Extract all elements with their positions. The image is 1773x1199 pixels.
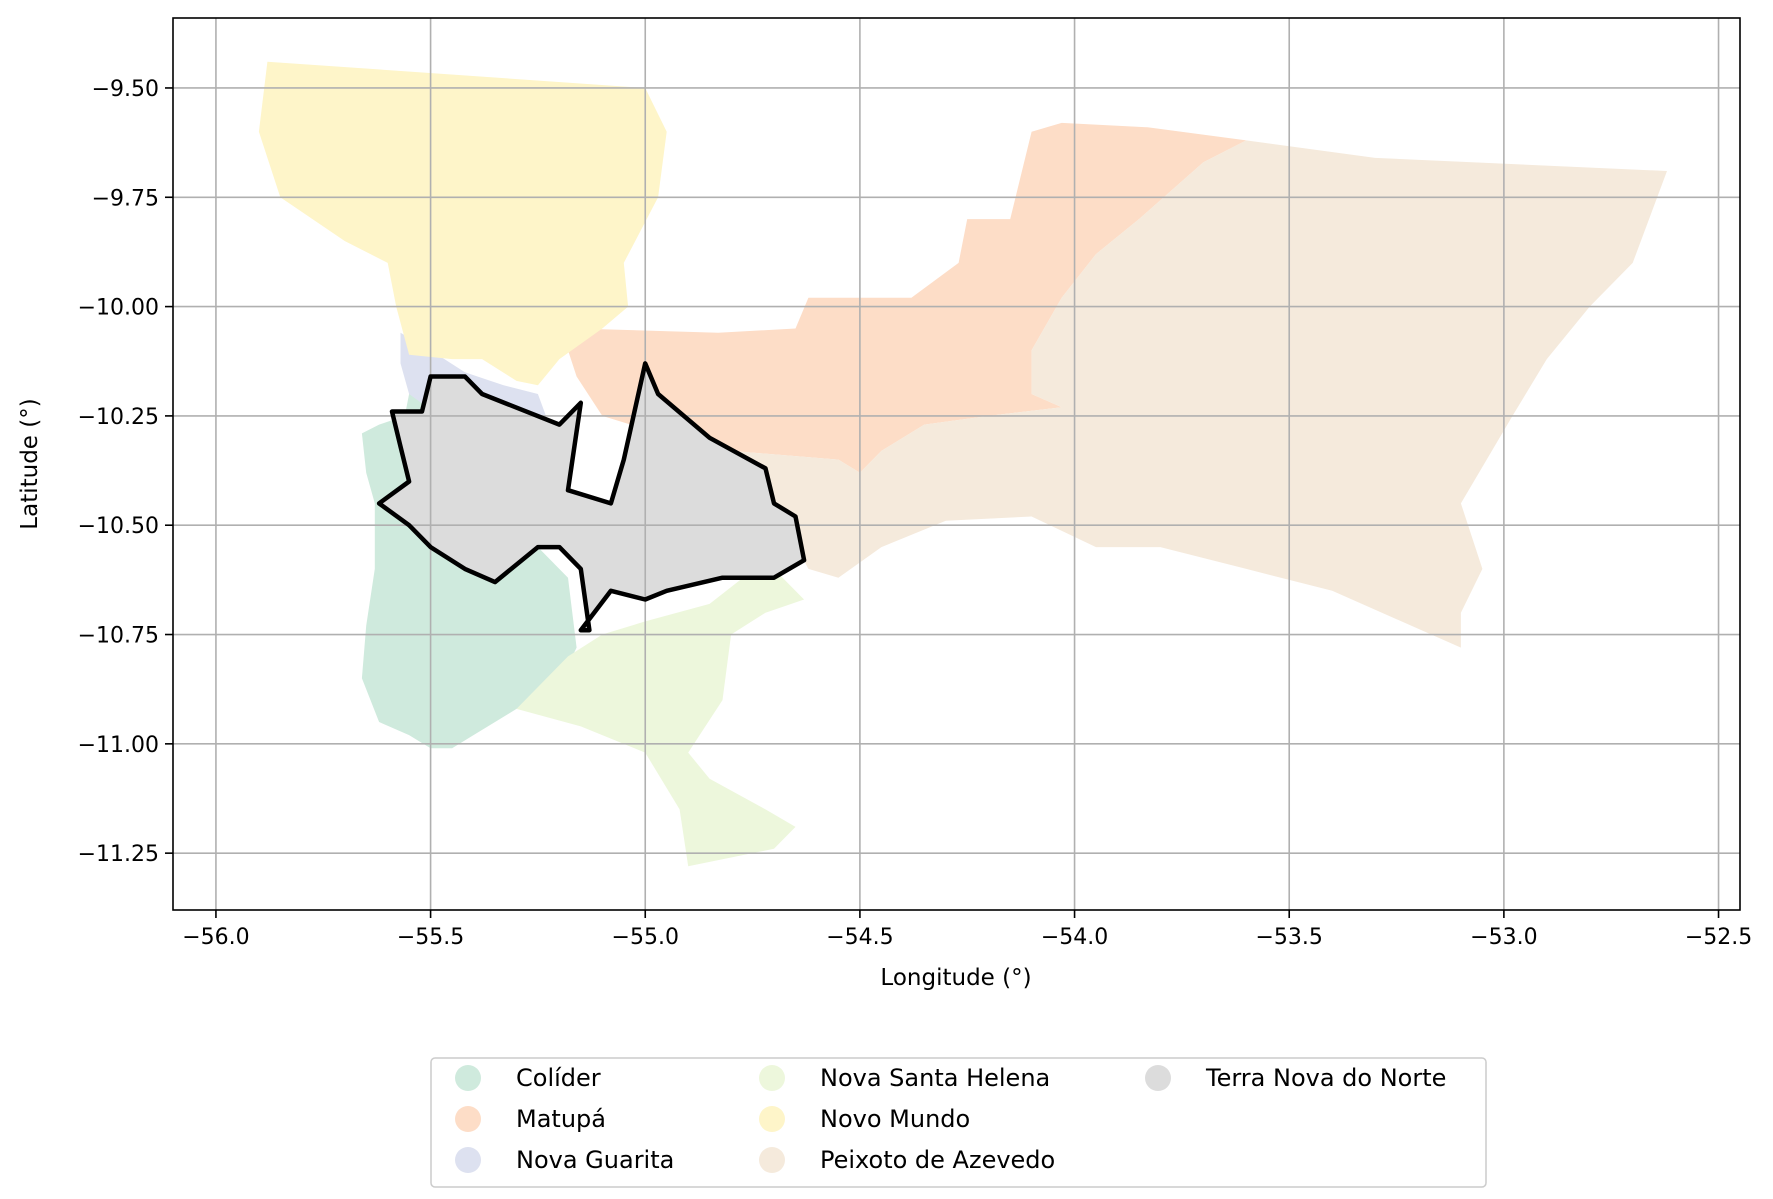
y-tick-label: −10.00 <box>78 296 159 321</box>
x-axis-label: Longitude (°) <box>880 965 1031 991</box>
x-tick-label: −53.0 <box>1470 925 1537 950</box>
legend-label: Terra Nova do Norte <box>1205 1064 1446 1092</box>
legend-marker <box>455 1147 481 1173</box>
regions-layer <box>259 62 1667 867</box>
legend-label: Colíder <box>516 1064 601 1092</box>
legend-label: Matupá <box>516 1105 606 1133</box>
y-axis-label: Latitude (°) <box>17 398 43 529</box>
legend-marker <box>759 1106 785 1132</box>
y-tick-label: −9.50 <box>92 77 159 102</box>
y-tick-label: −9.75 <box>92 186 159 211</box>
y-tick-label: −10.75 <box>78 624 159 649</box>
y-tick-label: −11.25 <box>78 842 159 867</box>
x-tick-label: −53.5 <box>1256 925 1323 950</box>
legend: Colíder Matupá Nova Guarita Nova Santa Hele… <box>431 1058 1486 1187</box>
x-tick-label: −52.5 <box>1685 925 1752 950</box>
legend-marker <box>759 1065 785 1091</box>
legend-marker <box>455 1106 481 1132</box>
x-tick-label: −55.0 <box>612 925 679 950</box>
y-tick-label: −11.00 <box>78 733 159 758</box>
legend-label: Nova Santa Helena <box>820 1064 1050 1092</box>
legend-marker <box>1145 1065 1171 1091</box>
x-tick-label: −54.0 <box>1041 925 1108 950</box>
legend-label: Peixoto de Azevedo <box>820 1146 1055 1174</box>
legend-label: Novo Mundo <box>820 1105 970 1133</box>
y-tick-label: −10.50 <box>78 514 159 539</box>
x-axis-ticks: −56.0 −55.5 −55.0 −54.5 −54.0 −53.5 −53.0 −52.5 <box>182 910 1752 950</box>
legend-marker <box>759 1147 785 1173</box>
y-tick-label: −10.25 <box>78 405 159 430</box>
x-tick-label: −56.0 <box>182 925 249 950</box>
x-tick-label: −55.5 <box>397 925 464 950</box>
legend-marker <box>455 1065 481 1091</box>
x-tick-label: −54.5 <box>826 925 893 950</box>
legend-label: Nova Guarita <box>516 1146 674 1174</box>
y-axis-ticks: −9.50 −9.75 −10.00 −10.25 −10.50 −10.75 −11.00… <box>78 77 173 867</box>
